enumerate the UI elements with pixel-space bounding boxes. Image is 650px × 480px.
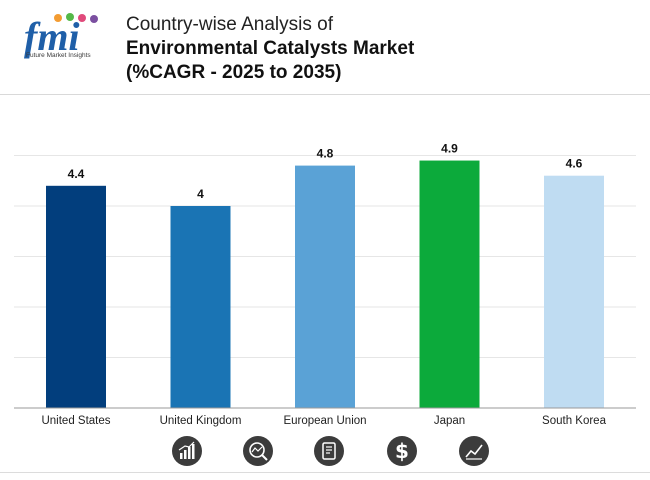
- bar-chart-growth-icon: [172, 436, 202, 466]
- bar-united-states: [46, 185, 106, 408]
- value-label-united-kingdom: 4: [197, 187, 204, 201]
- fmi-logo: fmi: [24, 13, 98, 59]
- bar-european-union: [295, 165, 355, 408]
- value-label-south-korea: 4.6: [566, 157, 583, 171]
- logo-subtitle: Future Market Insights: [26, 52, 91, 59]
- bar-united-kingdom: [170, 206, 231, 408]
- x-axis-labels: United States United Kingdom European Unio…: [41, 415, 606, 427]
- footer-icons: $: [0, 436, 650, 470]
- bars: [46, 160, 604, 408]
- value-label-japan: 4.9: [441, 142, 458, 156]
- dollar-icon: $: [387, 436, 417, 466]
- x-tick-label-south-korea: South Korea: [542, 415, 607, 427]
- bar-chart: 4.4 4 4.8 4.9 4.6 United States United Kingdo…: [14, 142, 636, 427]
- x-tick-label-european-union: European Union: [283, 415, 366, 427]
- chart-title-line-3: (%CAGR - 2025 to 2035): [126, 62, 342, 83]
- x-tick-label-japan: Japan: [434, 415, 465, 427]
- logo-text: fmi: [24, 14, 80, 59]
- header-divider: [0, 94, 650, 95]
- bar-japan: [419, 160, 480, 408]
- report-document-icon: [314, 436, 344, 466]
- bar-south-korea: [544, 175, 604, 408]
- trend-line-icon: [459, 436, 489, 466]
- chart-title-line-2: Environmental Catalysts Market: [126, 38, 415, 59]
- value-labels: 4.4 4 4.8 4.9 4.6: [68, 142, 583, 201]
- header: fmi Future Market Insights Country-wise …: [0, 0, 650, 94]
- x-tick-label-united-kingdom: United Kingdom: [160, 415, 242, 427]
- chart-search-icon: [243, 436, 273, 466]
- footer-divider: [0, 472, 650, 473]
- svg-text:$: $: [395, 439, 409, 463]
- value-label-european-union: 4.8: [317, 147, 334, 161]
- x-tick-label-united-states: United States: [41, 415, 110, 427]
- chart-title-line-1: Country-wise Analysis of: [126, 14, 333, 35]
- value-label-united-states: 4.4: [68, 167, 85, 181]
